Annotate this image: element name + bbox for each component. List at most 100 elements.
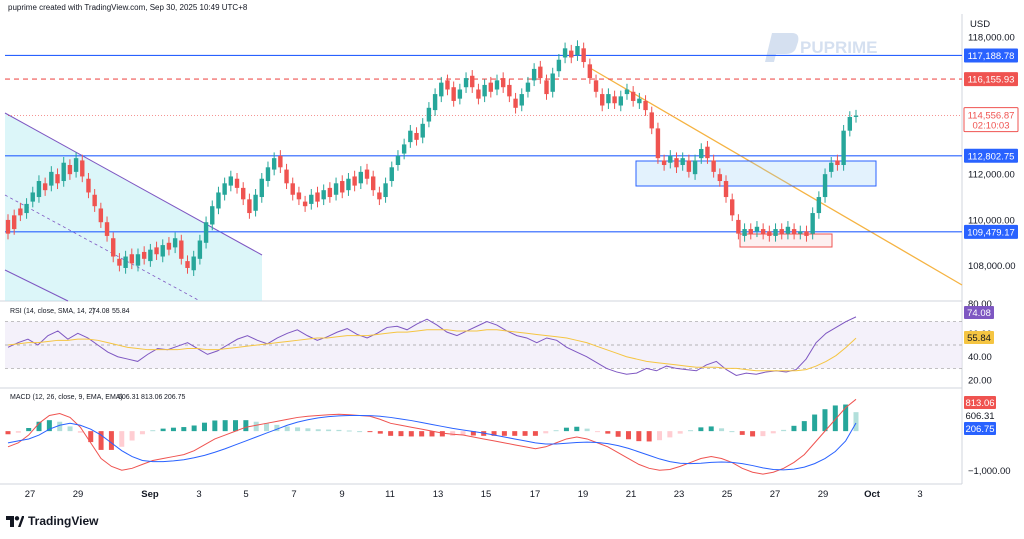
candle-body [513, 98, 518, 108]
candle-body [148, 249, 153, 262]
price-tick-label: 112,000.00 [968, 170, 1015, 181]
macd-legend[interactable]: MACD (12, 26, close, 9, EMA, EMA) [10, 394, 123, 401]
macd-hist-bar [801, 421, 807, 432]
macd-hist-bar [584, 428, 590, 432]
candle-body [309, 194, 314, 204]
price-tick-label: 110,000.00 [968, 215, 1015, 226]
macd-hist-bar [419, 431, 425, 437]
macd-hist-bar [429, 431, 435, 437]
candle-body [463, 78, 469, 88]
candle-body [141, 251, 147, 259]
candle-body [618, 96, 623, 106]
macd-hist-bar [822, 409, 828, 432]
candle-body [500, 78, 506, 88]
time-axis[interactable]: 27 29 Sep 3 5 7 9 11 13 15 17 19 21 23 25 27 29 Oct 3 [25, 489, 923, 500]
candle-body [352, 176, 357, 186]
time-tick-label: 15 [481, 489, 492, 500]
macd-hist-bar [346, 430, 352, 432]
macd-value-tag [964, 396, 996, 409]
macd-legend-value: 813.06 [141, 394, 163, 401]
time-tick-label: Sep [141, 489, 159, 500]
level-tag-text: 116,155.93 [968, 75, 1015, 86]
candle-body [575, 46, 580, 56]
candle-body [754, 226, 760, 232]
macd-legend-value: 606.31 [118, 394, 140, 401]
candle-body [327, 187, 333, 198]
rsi-tick-label: 40.00 [968, 352, 992, 363]
time-tick-label: 29 [73, 489, 84, 500]
candle-body [600, 94, 605, 106]
level-tag [964, 148, 1018, 163]
rsi-legend[interactable]: RSI (14, close, SMA, 14, 2) [10, 308, 95, 315]
macd-hist-bar [181, 427, 187, 432]
candle-body [117, 258, 122, 266]
candle-body [185, 261, 190, 268]
macd-hist-bar [36, 421, 42, 432]
macd-hist-bar [305, 428, 311, 432]
macd-hist-bar [450, 431, 456, 436]
macd-value-text: 813.06 [965, 398, 994, 409]
macd-pane[interactable]: 0.00−1,000.00813.06606.31206.75606.31813… [5, 394, 1011, 477]
time-tick-label: 27 [25, 489, 36, 500]
candle-body [785, 226, 791, 234]
macd-hist-bar [470, 431, 476, 436]
candle-body [315, 192, 320, 202]
time-tick-label: 9 [339, 489, 344, 500]
macd-hist-bar [760, 431, 766, 437]
candle-body [525, 82, 531, 92]
candle-body [370, 176, 376, 191]
candle-body [154, 247, 159, 255]
countdown-text: 02:10:03 [973, 121, 1010, 132]
candle-body [550, 73, 555, 92]
rsi-line [7, 316, 857, 376]
macd-hist-bar [615, 431, 621, 437]
macd-hist-bar [367, 431, 373, 433]
macd-hist-bar [688, 430, 694, 432]
macd-hist-bar [667, 431, 673, 438]
candle-body [798, 231, 803, 234]
descending-channel[interactable] [5, 113, 262, 301]
candle-body [247, 199, 252, 214]
macd-hist-bar [719, 428, 725, 432]
macd-hist-bar [574, 426, 580, 432]
candle-body [358, 171, 364, 184]
candle-body [55, 174, 60, 184]
macd-hist-bar [522, 431, 528, 436]
macd-hist-bar [274, 424, 280, 432]
candle-body [253, 194, 258, 211]
last-price-tag [963, 107, 1019, 133]
macd-hist-bar [636, 431, 642, 442]
puprime-watermark: PUPRIME [765, 33, 877, 62]
rsi-value-text: 74.08 [967, 308, 991, 319]
price-axis[interactable]: 118,000.00 112,000.00 110,000.00 108,000.00 [968, 32, 1016, 272]
tradingview-logo[interactable]: TradingView [6, 514, 98, 528]
channel-mid-line[interactable] [4, 194, 201, 302]
watermark-text: PUPRIME [800, 38, 877, 57]
macd-hist-bar [605, 431, 611, 434]
support-zone-box[interactable] [739, 233, 833, 248]
macd-hist-bar [233, 420, 239, 432]
candle-body [674, 158, 679, 168]
candle-body [538, 66, 543, 79]
time-tick-label: 7 [291, 489, 296, 500]
channel-lower-line[interactable] [4, 269, 69, 302]
resistance-zone-box[interactable] [635, 160, 877, 187]
candle-body [210, 206, 215, 225]
candle-body [637, 98, 642, 104]
rsi-partial-tick: 80.00 [968, 299, 992, 310]
macd-hist-bar [160, 428, 166, 432]
candle-body [333, 183, 339, 195]
macd-hist-bar [512, 431, 518, 436]
candle-body [593, 80, 599, 92]
candle-body [197, 240, 203, 259]
falling-trendline[interactable] [589, 67, 963, 286]
macd-hist-bar [501, 431, 507, 436]
candle-body [228, 176, 234, 186]
level-tag-text: 117,188.78 [968, 51, 1015, 62]
candle-body [531, 68, 537, 81]
price-tick-label: 108,000.00 [968, 261, 1016, 272]
candle-body [426, 107, 432, 122]
macd-hist-bar [625, 431, 631, 440]
